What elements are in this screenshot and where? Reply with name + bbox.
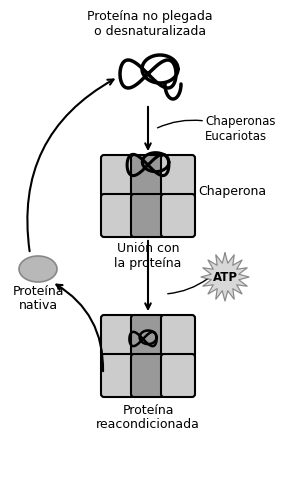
Text: nativa: nativa <box>18 299 58 312</box>
FancyBboxPatch shape <box>101 156 135 199</box>
Text: o desnaturalizada: o desnaturalizada <box>94 25 206 38</box>
Text: reacondicionada: reacondicionada <box>96 417 200 430</box>
FancyBboxPatch shape <box>131 315 165 358</box>
FancyBboxPatch shape <box>161 156 195 199</box>
FancyBboxPatch shape <box>101 315 135 358</box>
Text: Proteína: Proteína <box>12 285 64 298</box>
Polygon shape <box>201 253 249 301</box>
Text: Chaperonas
Eucariotas: Chaperonas Eucariotas <box>205 115 275 143</box>
FancyBboxPatch shape <box>161 354 195 397</box>
FancyBboxPatch shape <box>161 315 195 358</box>
Text: Unión con
la proteína: Unión con la proteína <box>114 241 182 269</box>
FancyBboxPatch shape <box>101 194 135 238</box>
FancyBboxPatch shape <box>131 194 165 238</box>
Text: Proteína: Proteína <box>122 403 174 416</box>
Text: Chaperona: Chaperona <box>198 185 266 198</box>
Ellipse shape <box>19 256 57 282</box>
Text: ATP: ATP <box>212 271 238 284</box>
FancyBboxPatch shape <box>161 194 195 238</box>
FancyBboxPatch shape <box>101 354 135 397</box>
FancyBboxPatch shape <box>131 354 165 397</box>
FancyBboxPatch shape <box>131 156 165 199</box>
Text: Proteína no plegada: Proteína no plegada <box>87 10 213 23</box>
